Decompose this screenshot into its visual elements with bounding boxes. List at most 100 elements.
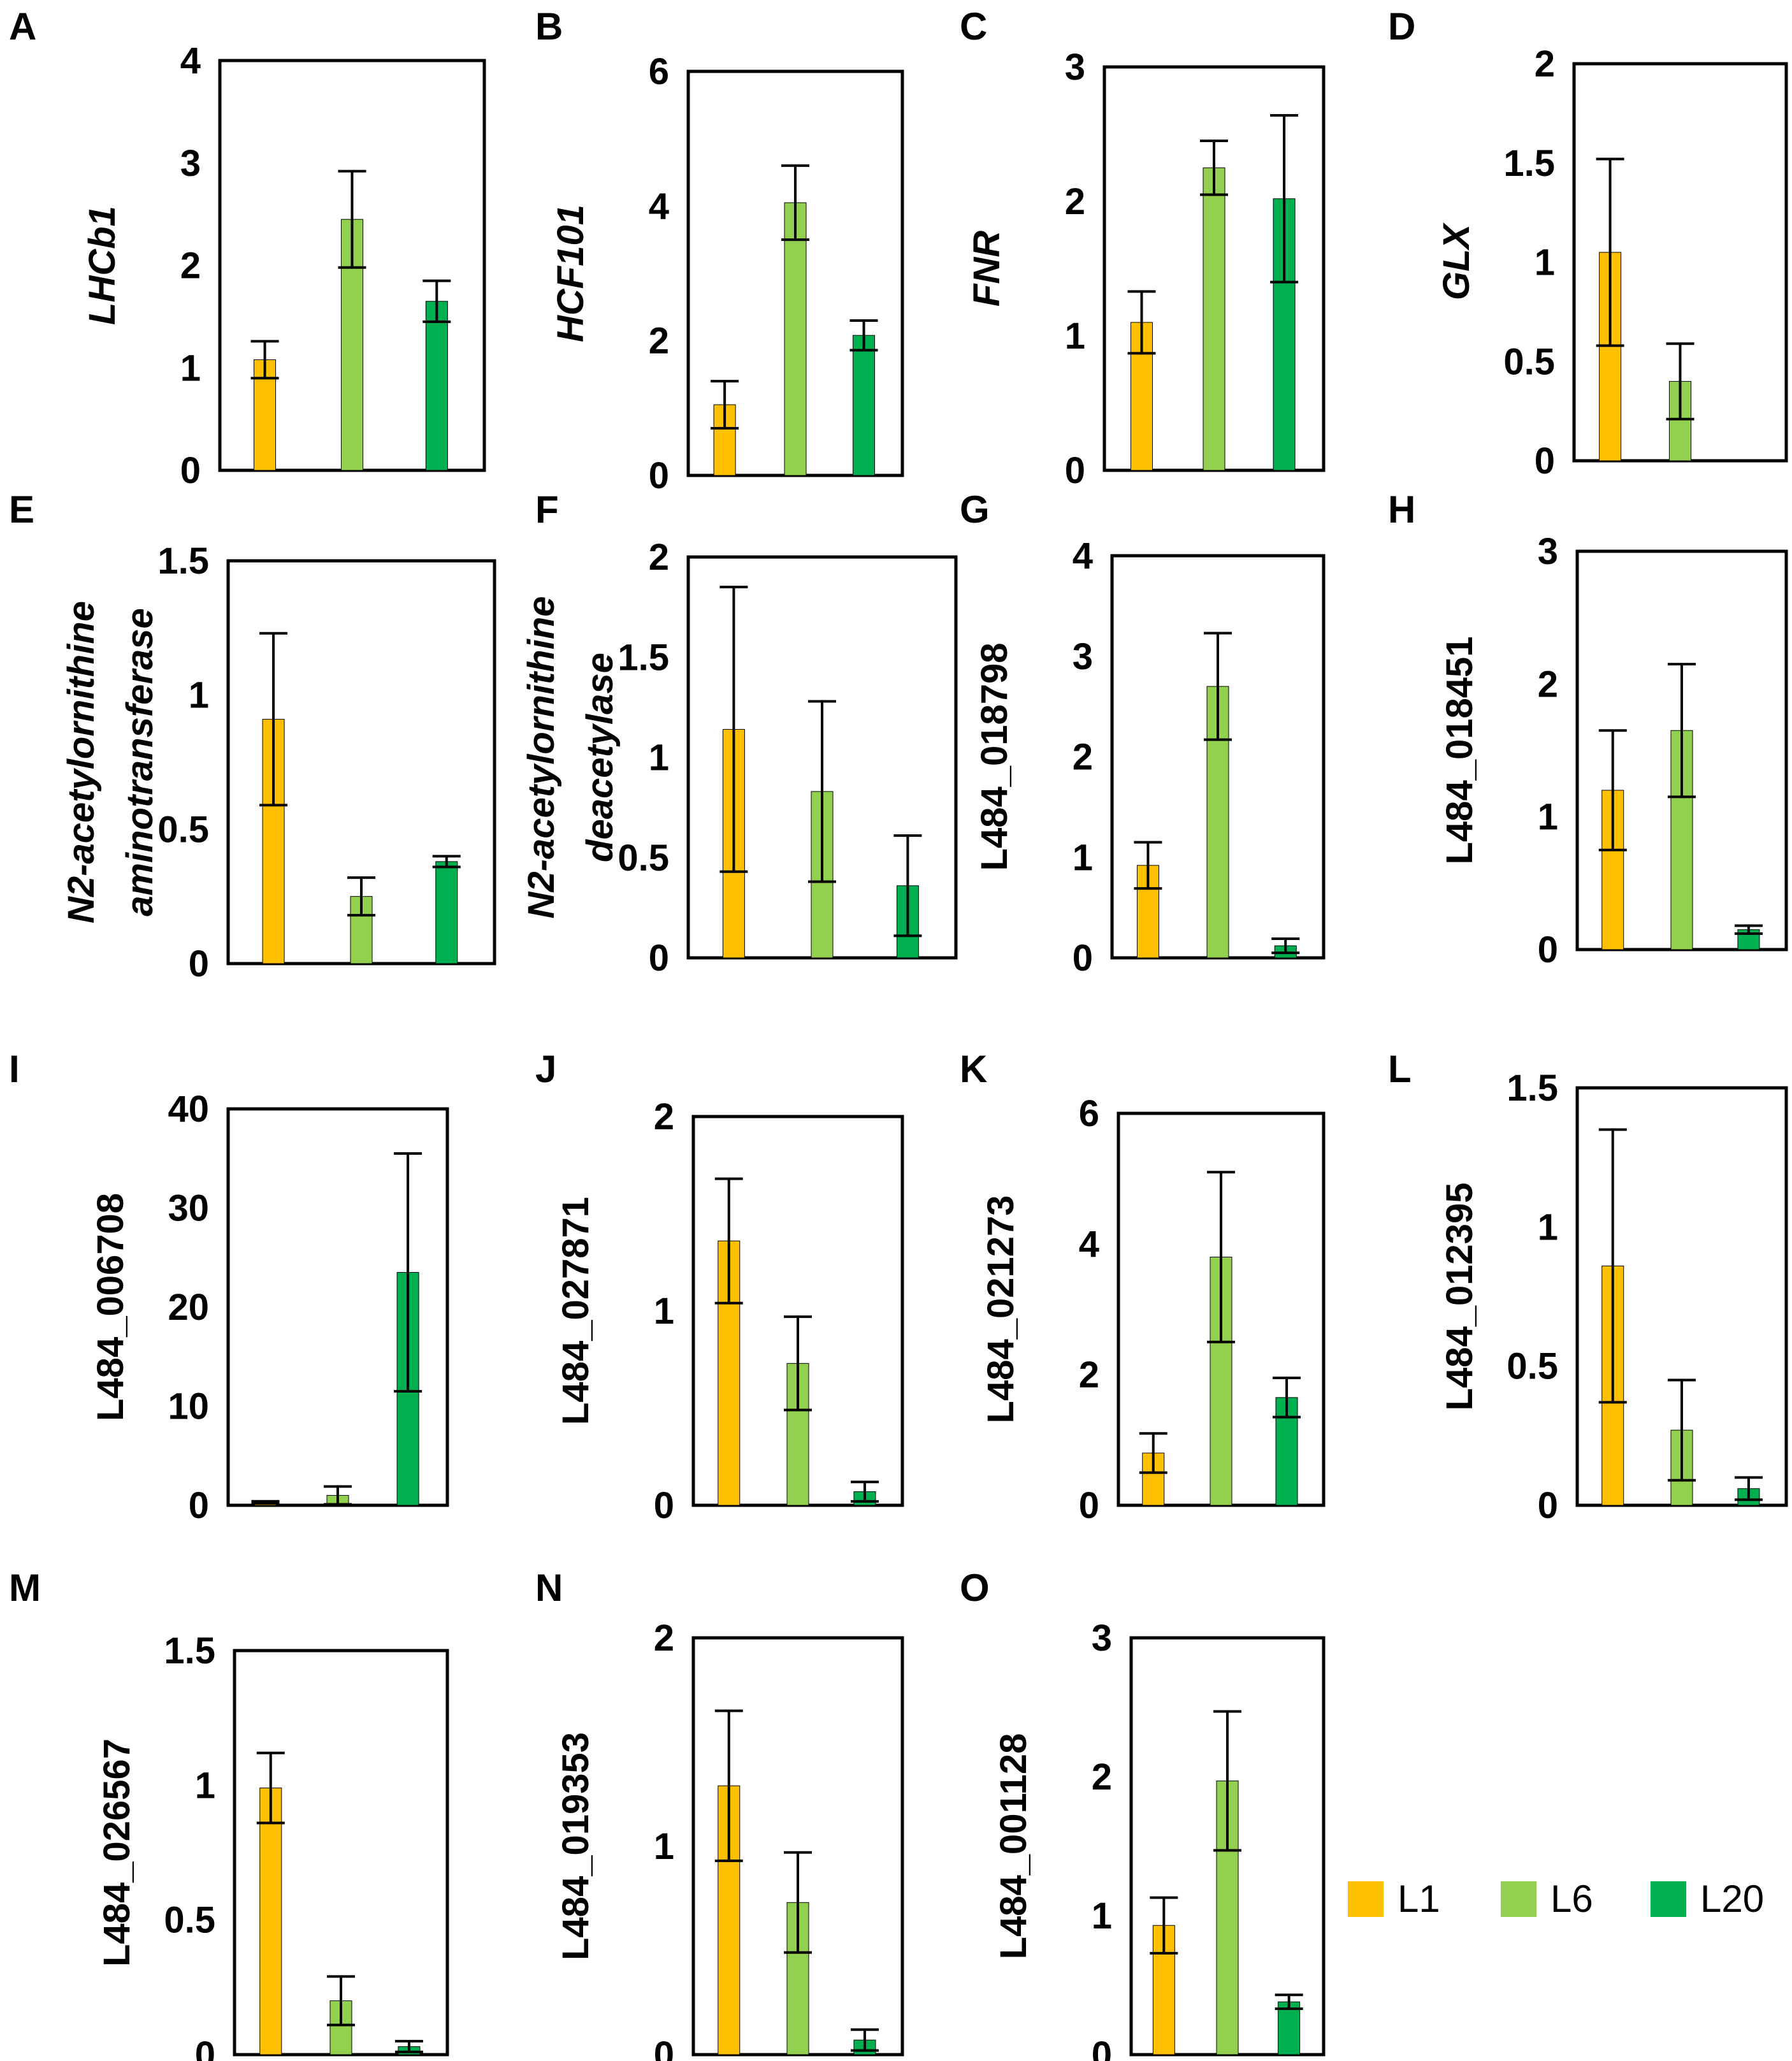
y-tick-label: 2: [649, 537, 669, 578]
legend-swatch: [1501, 1881, 1536, 1917]
y-axis-label: L484_019353: [555, 1732, 596, 1960]
y-axis-label: HCF101: [550, 205, 591, 342]
y-tick-label: 4: [649, 185, 669, 227]
legend-item-L1: L1: [1348, 1877, 1440, 1920]
panel-D: D 0 0.5 1 1.5 2 GLX: [1388, 5, 1788, 482]
bar-L20: [853, 335, 876, 476]
y-axis-label: L484_018798: [974, 643, 1015, 871]
legend: L1 L6 L20: [1348, 1877, 1764, 1920]
panel-letter: J: [535, 1048, 556, 1090]
panel-B: B 0 2 4 6 HCF101: [535, 5, 904, 496]
y-tick-label: 2: [654, 1096, 674, 1138]
y-tick-label: 0: [1092, 2034, 1112, 2061]
y-axis-label: GLX: [1436, 222, 1477, 301]
y-tick-label: 1: [1538, 1206, 1558, 1248]
y-axis-label: aminotransferase: [119, 608, 161, 916]
legend-item-L20: L20: [1651, 1877, 1764, 1920]
legend-label: L1: [1398, 1877, 1440, 1920]
y-tick-label: 0: [189, 1485, 209, 1526]
y-tick-label: 2: [1073, 737, 1093, 778]
y-tick-label: 20: [168, 1287, 209, 1328]
y-tick-label: 30: [168, 1188, 209, 1229]
y-tick-label: 0: [1535, 440, 1555, 482]
y-tick-label: 0.5: [1507, 1346, 1558, 1387]
y-axis-label: L484_001128: [993, 1733, 1034, 1960]
legend-item-L6: L6: [1501, 1877, 1593, 1920]
panel-K: K 0 2 4 6 L484_021273: [960, 1048, 1326, 1526]
y-axis-label: L484_018451: [1439, 637, 1480, 865]
y-tick-label: 6: [1079, 1093, 1099, 1134]
y-tick-label: 2: [649, 321, 669, 362]
y-axis-label: L484_021273: [980, 1196, 1022, 1424]
y-tick-label: 0: [654, 2034, 674, 2061]
y-axis-label: N2-acetylornithine: [61, 601, 102, 923]
y-tick-label: 2: [654, 1617, 674, 1659]
y-tick-label: 0: [189, 943, 209, 985]
legend-label: L20: [1700, 1877, 1764, 1920]
panel-letter: M: [9, 1566, 41, 1609]
y-tick-label: 3: [1092, 1617, 1112, 1659]
panel-C: C 0 1 2 3 FNR: [960, 5, 1326, 491]
y-tick-label: 0.5: [164, 1900, 215, 1941]
y-tick-label: 1: [195, 1765, 215, 1806]
panel-letter: F: [535, 488, 559, 531]
y-tick-label: 4: [180, 40, 201, 82]
bar-L1: [1142, 1452, 1165, 1506]
bar-L6: [1670, 730, 1693, 950]
bar-L6: [1203, 167, 1225, 471]
panel-I: I 0 10 20 30 40 L484_006708: [9, 1048, 449, 1526]
panel-letter: C: [960, 5, 987, 48]
panel-letter: L: [1388, 1048, 1412, 1090]
y-tick-label: 4: [1073, 535, 1093, 577]
bar-L20: [425, 301, 448, 471]
y-tick-label: 1: [189, 675, 209, 716]
y-tick-label: 3: [1065, 47, 1085, 88]
y-tick-label: 10: [168, 1386, 209, 1428]
panel-F: F 0 0.5 1 1.5 2 N2-acetylornithine deacetylase: [521, 488, 958, 979]
bar-L6: [784, 202, 807, 476]
y-tick-label: 1: [1092, 1895, 1112, 1937]
panel-letter: G: [960, 488, 990, 531]
y-tick-label: 1: [654, 1826, 674, 1867]
y-tick-label: 0.5: [157, 809, 209, 850]
y-tick-label: 3: [1538, 531, 1558, 572]
legend-swatch: [1348, 1881, 1384, 1917]
y-tick-label: 2: [1079, 1354, 1099, 1396]
y-tick-label: 3: [180, 143, 201, 184]
y-axis-label: FNR: [966, 231, 1008, 307]
bar-L1: [259, 1788, 282, 2055]
y-tick-label: 0: [1065, 450, 1085, 491]
y-tick-label: 1.5: [1503, 143, 1555, 184]
y-tick-label: 4: [1079, 1224, 1099, 1265]
legend-label: L6: [1550, 1877, 1593, 1920]
y-tick-label: 0: [1079, 1485, 1099, 1526]
panel-letter: A: [9, 5, 36, 48]
y-tick-label: 3: [1073, 636, 1093, 677]
panel-M: M 0 0.5 1 1.5 L484_026567: [9, 1566, 449, 2061]
panel-letter: N: [535, 1566, 563, 1609]
y-tick-label: 2: [1538, 663, 1558, 705]
y-axis-label: L484_027871: [555, 1197, 596, 1425]
panel-H: H 0 1 2 3 L484_018451: [1388, 488, 1788, 971]
y-tick-label: 2: [180, 245, 201, 287]
y-axis-label: L484_006708: [90, 1193, 131, 1421]
bar-L20: [1278, 2001, 1301, 2055]
y-tick-label: 0: [1538, 929, 1558, 971]
y-tick-label: 1.5: [157, 540, 209, 582]
y-tick-label: 0: [1073, 937, 1093, 979]
y-tick-label: 0: [180, 450, 201, 491]
bar-L20: [435, 861, 458, 964]
y-tick-label: 1.5: [1507, 1067, 1558, 1109]
panel-letter: O: [960, 1566, 990, 1609]
y-axis-label: deacetylase: [579, 653, 621, 862]
panel-letter: E: [9, 488, 34, 531]
y-tick-label: 0: [654, 1485, 674, 1526]
y-tick-label: 1: [1073, 837, 1093, 878]
y-tick-label: 6: [649, 51, 669, 92]
panel-N: N 0 1 2 L484_019353: [535, 1566, 904, 2061]
y-tick-label: 1: [1538, 797, 1558, 838]
y-axis-label: LHCb1: [82, 206, 123, 325]
panel-G: G 0 1 2 3 4 L484_018798: [960, 488, 1326, 979]
y-tick-label: 0.5: [1503, 341, 1555, 382]
